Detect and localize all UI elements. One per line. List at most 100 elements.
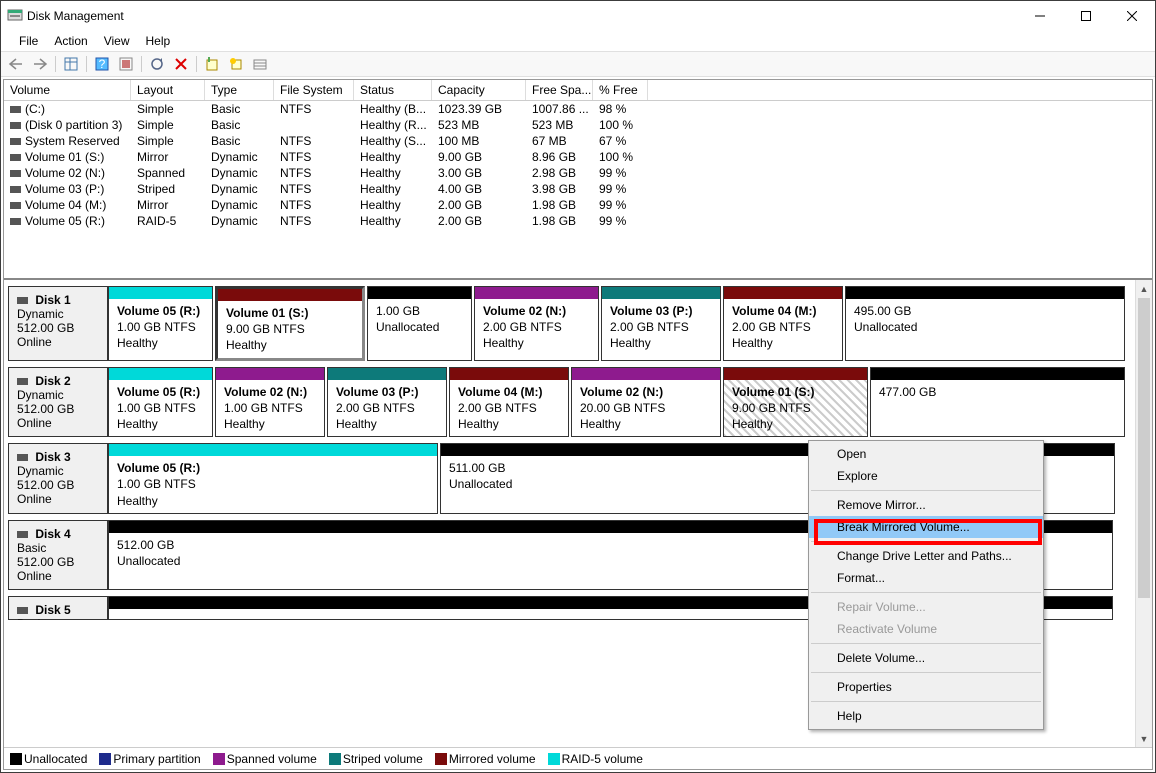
close-button[interactable] bbox=[1109, 1, 1155, 31]
disk-icon bbox=[17, 609, 28, 612]
table-row[interactable]: (C:)SimpleBasicNTFSHealthy (B...1023.39 … bbox=[4, 101, 1152, 117]
disk-partition[interactable]: 495.00 GBUnallocated bbox=[845, 286, 1125, 361]
scroll-down-button[interactable]: ▼ bbox=[1136, 730, 1152, 747]
maximize-button[interactable] bbox=[1063, 1, 1109, 31]
disk-icon bbox=[17, 533, 28, 536]
legend-swatch bbox=[548, 753, 560, 765]
context-menu[interactable]: OpenExplore Remove Mirror...Break Mirrore… bbox=[808, 440, 1044, 730]
volume-icon bbox=[10, 140, 21, 143]
partition-stripe bbox=[216, 368, 324, 380]
settings-icon[interactable] bbox=[115, 53, 137, 75]
context-menu-item[interactable]: Open bbox=[809, 443, 1043, 465]
disk-partition[interactable]: 477.00 GB bbox=[870, 367, 1125, 438]
help-icon[interactable]: ? bbox=[91, 53, 113, 75]
columns-icon[interactable] bbox=[60, 53, 82, 75]
volume-list[interactable]: VolumeLayoutTypeFile SystemStatusCapacit… bbox=[4, 80, 1152, 280]
partition-stripe bbox=[871, 368, 1124, 380]
legend-swatch bbox=[10, 753, 22, 765]
disk-partition[interactable]: Volume 03 (P:)2.00 GB NTFSHealthy bbox=[601, 286, 721, 361]
volume-icon bbox=[10, 204, 21, 207]
disk-partition[interactable]: Volume 01 (S:)9.00 GB NTFSHealthy bbox=[215, 286, 365, 361]
table-row[interactable]: System ReservedSimpleBasicNTFSHealthy (S… bbox=[4, 133, 1152, 149]
forward-button[interactable] bbox=[29, 53, 51, 75]
column-header[interactable]: Layout bbox=[131, 80, 205, 100]
context-menu-item[interactable]: Properties bbox=[809, 676, 1043, 698]
volume-icon bbox=[10, 188, 21, 191]
volume-icon bbox=[10, 172, 21, 175]
table-row[interactable]: Volume 01 (S:)MirrorDynamicNTFSHealthy9.… bbox=[4, 149, 1152, 165]
table-row[interactable]: Volume 02 (N:)SpannedDynamicNTFSHealthy3… bbox=[4, 165, 1152, 181]
disk-partition[interactable]: Volume 01 (S:)9.00 GB NTFSHealthy bbox=[723, 367, 868, 438]
menu-separator bbox=[811, 643, 1041, 644]
disk-partition[interactable]: Volume 02 (N:)2.00 GB NTFSHealthy bbox=[474, 286, 599, 361]
disk-label[interactable]: Disk 1Dynamic512.00 GBOnline bbox=[8, 286, 108, 361]
disk-label[interactable]: Disk 3Dynamic512.00 GBOnline bbox=[8, 443, 108, 514]
column-header[interactable]: % Free bbox=[593, 80, 648, 100]
volume-list-header: VolumeLayoutTypeFile SystemStatusCapacit… bbox=[4, 80, 1152, 101]
context-menu-item[interactable]: Help bbox=[809, 705, 1043, 727]
delete-icon[interactable] bbox=[170, 53, 192, 75]
disk-label[interactable]: Disk 5Basic bbox=[8, 596, 108, 620]
disk-icon bbox=[17, 380, 28, 383]
vertical-scrollbar[interactable]: ▲ ▼ bbox=[1135, 280, 1152, 747]
column-header[interactable]: Volume bbox=[4, 80, 131, 100]
column-header[interactable]: Status bbox=[354, 80, 432, 100]
partition-stripe bbox=[328, 368, 446, 380]
disk-partition[interactable]: 1.00 GBUnallocated bbox=[367, 286, 472, 361]
back-button[interactable] bbox=[5, 53, 27, 75]
menu-help[interactable]: Help bbox=[138, 32, 179, 50]
svg-text:?: ? bbox=[99, 57, 106, 71]
context-menu-item[interactable]: Explore bbox=[809, 465, 1043, 487]
properties-icon[interactable] bbox=[201, 53, 223, 75]
menu-view[interactable]: View bbox=[96, 32, 138, 50]
table-row[interactable]: Volume 05 (R:)RAID-5DynamicNTFSHealthy2.… bbox=[4, 213, 1152, 229]
legend: UnallocatedPrimary partitionSpanned volu… bbox=[4, 747, 1152, 769]
disk-partition[interactable]: Volume 02 (N:)1.00 GB NTFSHealthy bbox=[215, 367, 325, 438]
toolbar: ? bbox=[1, 51, 1155, 77]
disk-partition[interactable]: Volume 02 (N:)20.00 GB NTFSHealthy bbox=[571, 367, 721, 438]
column-header[interactable]: Type bbox=[205, 80, 274, 100]
context-menu-item: Repair Volume... bbox=[809, 596, 1043, 618]
disk-partition[interactable]: Volume 03 (P:)2.00 GB NTFSHealthy bbox=[327, 367, 447, 438]
partition-stripe bbox=[602, 287, 720, 299]
legend-item: Striped volume bbox=[329, 752, 423, 766]
disk-partition[interactable]: Volume 04 (M:)2.00 GB NTFSHealthy bbox=[449, 367, 569, 438]
minimize-button[interactable] bbox=[1017, 1, 1063, 31]
context-menu-item[interactable]: Remove Mirror... bbox=[809, 494, 1043, 516]
titlebar[interactable]: Disk Management bbox=[1, 1, 1155, 31]
menu-separator bbox=[811, 592, 1041, 593]
menu-action[interactable]: Action bbox=[46, 32, 95, 50]
legend-item: Primary partition bbox=[99, 752, 200, 766]
column-header[interactable]: File System bbox=[274, 80, 354, 100]
disk-partition[interactable]: Volume 05 (R:)1.00 GB NTFSHealthy bbox=[108, 443, 438, 514]
partition-stripe bbox=[218, 289, 362, 301]
disk-row: Disk 1Dynamic512.00 GBOnlineVolume 05 (R… bbox=[8, 286, 1131, 361]
disk-icon bbox=[17, 456, 28, 459]
menu-separator bbox=[811, 541, 1041, 542]
volume-icon bbox=[10, 124, 21, 127]
scrollbar-thumb[interactable] bbox=[1138, 298, 1150, 598]
context-menu-item[interactable]: Delete Volume... bbox=[809, 647, 1043, 669]
scroll-up-button[interactable]: ▲ bbox=[1136, 280, 1152, 297]
context-menu-item[interactable]: Format... bbox=[809, 567, 1043, 589]
table-row[interactable]: (Disk 0 partition 3)SimpleBasicHealthy (… bbox=[4, 117, 1152, 133]
menu-file[interactable]: File bbox=[11, 32, 46, 50]
context-menu-item[interactable]: Change Drive Letter and Paths... bbox=[809, 545, 1043, 567]
refresh-icon[interactable] bbox=[146, 53, 168, 75]
context-menu-item[interactable]: Break Mirrored Volume... bbox=[809, 516, 1043, 538]
menu-separator bbox=[811, 490, 1041, 491]
table-row[interactable]: Volume 04 (M:)MirrorDynamicNTFSHealthy2.… bbox=[4, 197, 1152, 213]
disk-partition[interactable]: Volume 04 (M:)2.00 GB NTFSHealthy bbox=[723, 286, 843, 361]
disk-partition[interactable]: Volume 05 (R:)1.00 GB NTFSHealthy bbox=[108, 367, 213, 438]
partition-stripe bbox=[572, 368, 720, 380]
column-header[interactable]: Free Spa... bbox=[526, 80, 593, 100]
legend-swatch bbox=[435, 753, 447, 765]
disk-label[interactable]: Disk 4Basic512.00 GBOnline bbox=[8, 520, 108, 590]
grid-icon[interactable] bbox=[249, 53, 271, 75]
column-header[interactable]: Capacity bbox=[432, 80, 526, 100]
new-icon[interactable] bbox=[225, 53, 247, 75]
disk-label[interactable]: Disk 2Dynamic512.00 GBOnline bbox=[8, 367, 108, 438]
disk-partition[interactable]: Volume 05 (R:)1.00 GB NTFSHealthy bbox=[108, 286, 213, 361]
table-row[interactable]: Volume 03 (P:)StripedDynamicNTFSHealthy4… bbox=[4, 181, 1152, 197]
menu-separator bbox=[811, 701, 1041, 702]
